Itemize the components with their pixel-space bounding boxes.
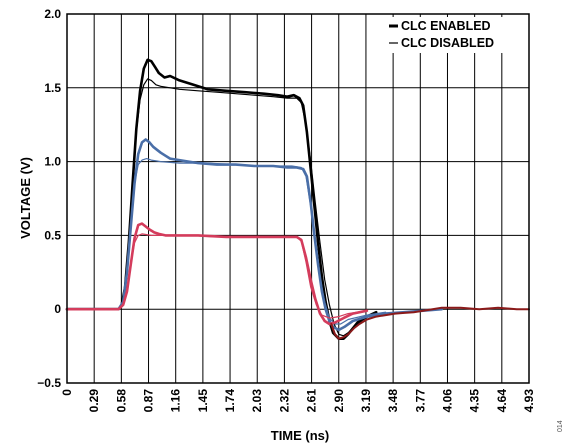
x-tick-label: 0.29 (87, 389, 101, 413)
x-tick-label: 4.93 (522, 389, 536, 413)
series-line-6 (330, 306, 530, 340)
series-line-0 (65, 58, 378, 341)
x-tick-label: 2.03 (250, 389, 264, 413)
chart-grid (67, 14, 529, 383)
x-tick-labels: 0 0.29 0.58 0.87 1.16 1.45 1.74 2.03 2.32 2.61 2.9… (60, 389, 536, 413)
legend-label-clc-enabled: CLC ENABLED (401, 19, 491, 33)
x-tick-label: 4.64 (495, 389, 509, 413)
x-tick-label: 4.06 (440, 389, 454, 413)
series-line-1 (66, 78, 368, 337)
y-axis-title: VOLTAGE (V) (18, 157, 33, 239)
legend-label-clc-disabled: CLC DISABLED (401, 36, 494, 50)
x-tick-label: 3.77 (413, 389, 427, 413)
plot-frame (66, 13, 530, 384)
x-tick-label: 1.74 (223, 389, 237, 413)
x-tick-label: 0 (60, 389, 74, 396)
legend: CLC ENABLED CLC DISABLED (384, 17, 528, 53)
y-tick-label: 1.0 (44, 155, 61, 169)
x-tick-label: 3.19 (359, 389, 373, 413)
x-tick-label: 1.16 (169, 389, 183, 413)
x-tick-label: 0.87 (142, 389, 156, 413)
series-line-3 (66, 158, 387, 325)
x-tick-label: 2.61 (305, 389, 319, 413)
y-tick-label: 1.5 (44, 81, 61, 95)
y-tick-labels: 2.0 1.5 1.0 0.5 0 −0.5 (37, 7, 61, 390)
figure-id: 014 (557, 420, 564, 432)
y-tick-label: −0.5 (37, 376, 61, 390)
series-line-5 (66, 233, 368, 319)
x-tick-label: 0.58 (114, 389, 128, 413)
y-tick-label: 2.0 (44, 7, 61, 21)
x-tick-label: 2.90 (332, 389, 346, 413)
x-axis-title: TIME (ns) (271, 428, 330, 443)
y-tick-label: 0 (54, 302, 61, 316)
legend-background (384, 17, 528, 53)
x-tick-label: 1.45 (196, 389, 210, 413)
x-tick-label: 3.48 (386, 389, 400, 413)
chart-series (65, 58, 530, 341)
x-tick-label: 2.32 (277, 389, 291, 413)
x-tick-label: 4.35 (468, 389, 482, 413)
y-tick-label: 0.5 (44, 228, 61, 242)
